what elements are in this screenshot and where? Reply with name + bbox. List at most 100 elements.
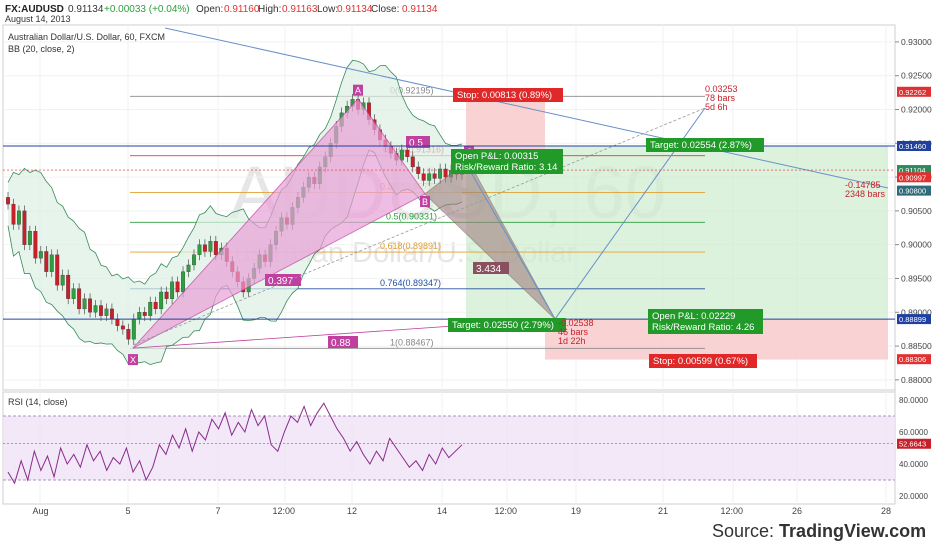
ratio-bg [473, 262, 509, 274]
short-target-bg [448, 318, 566, 332]
price-axis: 0.930000.925000.920000.915000.910000.905… [895, 37, 932, 385]
candle-body [137, 312, 142, 320]
candle-body [181, 271, 185, 293]
candle-body [22, 210, 27, 245]
rsi-indicator: 80.0000 60.0000 40.0000 20.0000 52.6643 [3, 396, 931, 501]
candle-body [164, 291, 169, 299]
short-pnl-bg [451, 149, 563, 174]
fib-label: 0(0.92195) [390, 85, 434, 95]
candle-body [192, 254, 196, 266]
long-target: Target: 0.02554 (2.87%) [650, 140, 752, 151]
pattern-point-bg [353, 84, 363, 96]
short-stop: Stop: 0.00813 (0.89%) [457, 90, 552, 101]
candle-body [170, 281, 175, 299]
y-tick-label: 0.89500 [901, 273, 932, 283]
source-brand: TradingView.com [779, 521, 927, 541]
x-tick-label: 19 [571, 506, 581, 516]
price-change: +0.00033 (+0.04%) [104, 4, 190, 15]
rsi-line [7, 402, 463, 485]
high-label: High: [258, 4, 281, 15]
header-date: August 14, 2013 [5, 14, 71, 24]
short-stop-zone [466, 95, 545, 157]
pattern-point-label: X [130, 355, 136, 365]
position-zones [466, 95, 888, 360]
low-value: 0.91134 [337, 4, 373, 15]
candle-body [142, 312, 147, 316]
candle-body [55, 254, 60, 286]
candle-body [159, 291, 164, 310]
candle-body [16, 210, 21, 225]
price-tag-bg [897, 172, 931, 183]
candle-body [432, 173, 437, 179]
x-tick-label: 21 [658, 506, 668, 516]
candle-body [109, 308, 114, 320]
pattern-ratio: 0.397 [268, 276, 293, 287]
rsi-y-tick: 80.0000 [899, 396, 928, 405]
measure-label: 46 bars [558, 327, 589, 337]
candle-body [77, 288, 82, 310]
open-value: 0.91160 [224, 4, 260, 15]
candle-body [175, 281, 180, 293]
x-tick-label: 12:00 [273, 506, 296, 516]
short-target: Target: 0.02550 (2.79%) [452, 320, 554, 331]
rsi-indicator-label: RSI (14, close) [8, 397, 68, 407]
candle-body [427, 173, 432, 181]
pattern-point-bg [420, 195, 430, 207]
x-tick-label: 7 [216, 506, 221, 516]
y-tick-label: 0.92500 [901, 71, 932, 81]
ratio-bg [265, 274, 301, 286]
measure-label: 1d 22h [558, 336, 586, 346]
candle-body [421, 173, 426, 181]
x-tick-label: Aug [33, 506, 49, 516]
candle-body [6, 197, 10, 205]
header-legend: FX:AUDUSD 0.91134 +0.00033 (+0.04%) Open… [5, 4, 438, 407]
candle-body [104, 308, 109, 316]
candle-body [82, 298, 87, 310]
x-tick-label: 5 [126, 506, 131, 516]
pattern-ratio: 3.434 [476, 264, 501, 275]
candle-body [27, 231, 32, 245]
y-tick-label: 0.88500 [901, 341, 932, 351]
short-pnl: Risk/Reward Ratio: 3.14 [455, 162, 557, 173]
candle-body [443, 168, 448, 178]
high-value: 0.91163 [282, 4, 318, 15]
measure-label: 2348 bars [845, 189, 886, 199]
y-tick-label: 0.92000 [901, 104, 932, 114]
candle-body [66, 274, 71, 299]
fib-label: 1(0.88467) [390, 337, 434, 347]
candle-body [38, 251, 43, 259]
chart-title: Australian Dollar/U.S. Dollar, 60, FXCM [8, 32, 165, 42]
dotted-trend [132, 107, 706, 346]
symbol-name: FX:AUDUSD [5, 4, 64, 15]
price-tag: 0.90997 [899, 173, 926, 182]
candle-body [71, 288, 76, 299]
long-pnl-bg [648, 309, 763, 334]
price-tag: 0.91104 [899, 166, 926, 175]
y-tick-label: 0.90000 [901, 240, 932, 250]
close-value: 0.91134 [402, 4, 438, 15]
ratio-bg [328, 336, 358, 348]
x-tick-label: 12 [347, 506, 357, 516]
short-stop-bg [453, 88, 563, 102]
candle-body [33, 231, 38, 259]
long-target-bg [646, 138, 764, 152]
pattern-ratio: 0.5 [409, 138, 423, 149]
price-tag-bg [897, 185, 931, 196]
x-tick-label: 14 [437, 506, 447, 516]
x-tick-label: 26 [792, 506, 802, 516]
bcd-triangle [424, 159, 556, 320]
candle-body [11, 203, 16, 225]
x-tick-label: 12:00 [721, 506, 744, 516]
y-tick-label: 0.90500 [901, 206, 932, 216]
candle-body [197, 244, 202, 255]
long-pnl: Open P&L: 0.02229 [652, 311, 735, 322]
candle-body [88, 298, 92, 313]
pattern-ratio: 0.88 [331, 338, 351, 349]
candle-body [49, 254, 54, 272]
x-tick-label: 28 [881, 506, 891, 516]
measure-label: 5d 6h [705, 102, 728, 112]
y-tick-label: 0.89000 [901, 307, 932, 317]
rsi-y-tick: 40.0000 [899, 460, 928, 469]
